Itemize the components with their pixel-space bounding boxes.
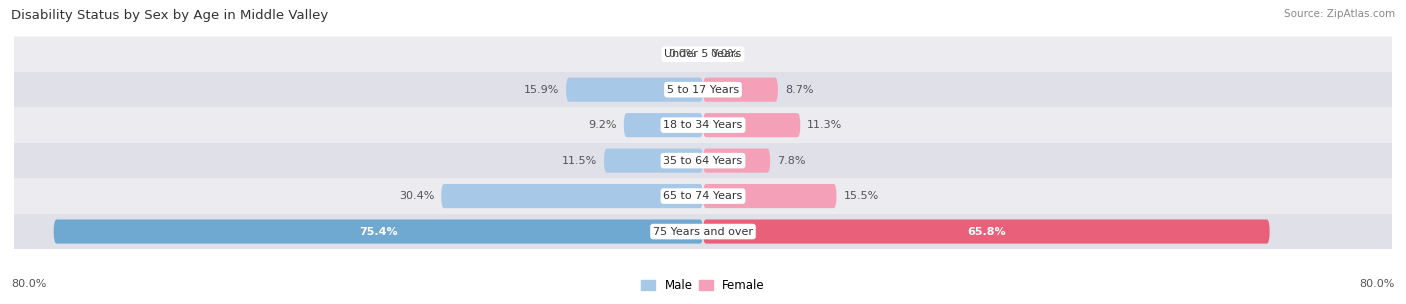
Text: Disability Status by Sex by Age in Middle Valley: Disability Status by Sex by Age in Middl…	[11, 9, 329, 22]
Text: 30.4%: 30.4%	[399, 191, 434, 201]
Legend: Male, Female: Male, Female	[641, 279, 765, 292]
FancyBboxPatch shape	[441, 184, 703, 208]
Text: 75.4%: 75.4%	[359, 226, 398, 237]
Text: 9.2%: 9.2%	[588, 120, 617, 130]
FancyBboxPatch shape	[703, 78, 778, 102]
Text: 65.8%: 65.8%	[967, 226, 1005, 237]
FancyBboxPatch shape	[605, 149, 703, 173]
Text: Source: ZipAtlas.com: Source: ZipAtlas.com	[1284, 9, 1395, 19]
Text: 18 to 34 Years: 18 to 34 Years	[664, 120, 742, 130]
FancyBboxPatch shape	[703, 219, 1270, 244]
Text: 35 to 64 Years: 35 to 64 Years	[664, 156, 742, 166]
FancyBboxPatch shape	[703, 149, 770, 173]
Text: 80.0%: 80.0%	[11, 279, 46, 289]
Text: 75 Years and over: 75 Years and over	[652, 226, 754, 237]
FancyBboxPatch shape	[703, 113, 800, 137]
FancyBboxPatch shape	[567, 78, 703, 102]
Text: 80.0%: 80.0%	[1360, 279, 1395, 289]
Text: 7.8%: 7.8%	[778, 156, 806, 166]
FancyBboxPatch shape	[14, 72, 1392, 107]
Text: 15.9%: 15.9%	[524, 85, 560, 95]
FancyBboxPatch shape	[53, 219, 703, 244]
FancyBboxPatch shape	[14, 36, 1392, 72]
Text: Under 5 Years: Under 5 Years	[665, 49, 741, 59]
Text: 8.7%: 8.7%	[785, 85, 813, 95]
Text: 11.5%: 11.5%	[562, 156, 598, 166]
Text: 0.0%: 0.0%	[710, 49, 738, 59]
FancyBboxPatch shape	[14, 178, 1392, 214]
Text: 15.5%: 15.5%	[844, 191, 879, 201]
FancyBboxPatch shape	[14, 107, 1392, 143]
FancyBboxPatch shape	[14, 143, 1392, 178]
FancyBboxPatch shape	[703, 184, 837, 208]
FancyBboxPatch shape	[624, 113, 703, 137]
Text: 65 to 74 Years: 65 to 74 Years	[664, 191, 742, 201]
Text: 11.3%: 11.3%	[807, 120, 842, 130]
Text: 0.0%: 0.0%	[668, 49, 696, 59]
Text: 5 to 17 Years: 5 to 17 Years	[666, 85, 740, 95]
FancyBboxPatch shape	[14, 214, 1392, 249]
